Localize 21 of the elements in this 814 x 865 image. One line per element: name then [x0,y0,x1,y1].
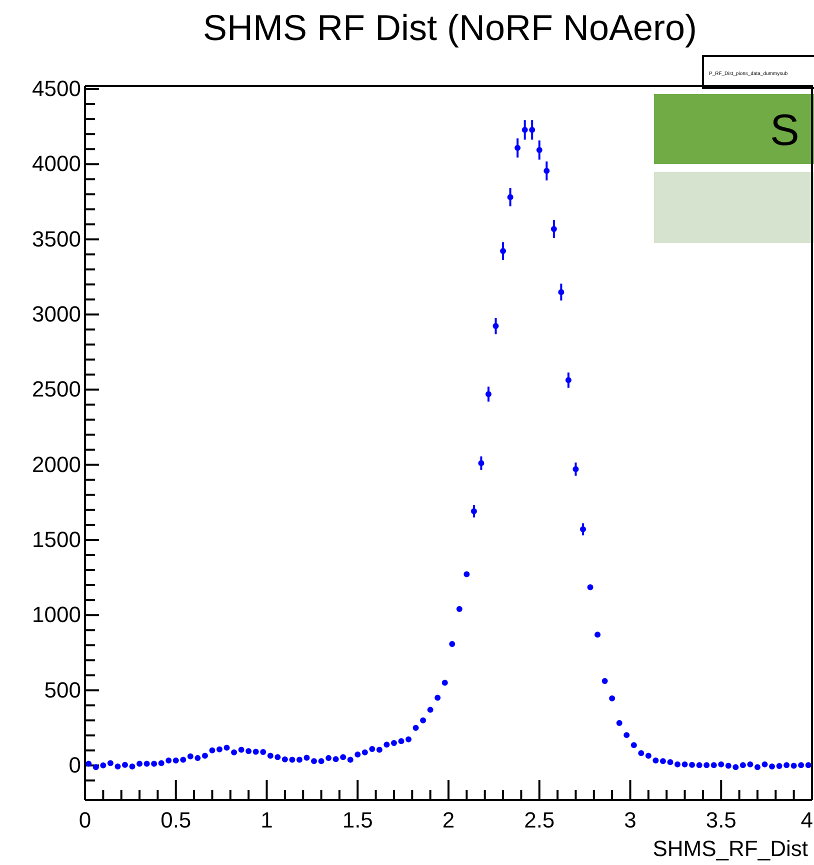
x-tick-label: 3 [624,808,636,833]
x-tick-label: 2.5 [524,808,555,833]
x-axis-title: SHMS_RF_Dist [652,836,808,861]
y-tick-label: 2000 [32,452,81,477]
y-tick-label: 2500 [32,376,81,402]
x-tick-label: 4 [800,808,813,833]
x-tick-label: 1.5 [342,808,373,833]
y-tick-label: 4000 [32,151,81,176]
x-tick-label: 0.5 [160,808,192,833]
x-tick-label: 3.5 [706,808,736,833]
y-tick-label: 3000 [32,302,81,327]
annotation: S [770,106,800,155]
x-tick-label: 2 [442,808,455,833]
y-tick-label: 1500 [32,526,81,552]
y-tick-label: 4500 [32,76,81,102]
x-tick-label: 1 [260,808,273,833]
y-tick-label: 1000 [32,602,81,628]
y-tick-label: 3500 [32,226,81,252]
y-tick-label: 0 [68,752,81,778]
chart-title: SHMS RF Dist (NoRF NoAero) [202,7,698,48]
y-tick-label: 500 [44,677,81,702]
